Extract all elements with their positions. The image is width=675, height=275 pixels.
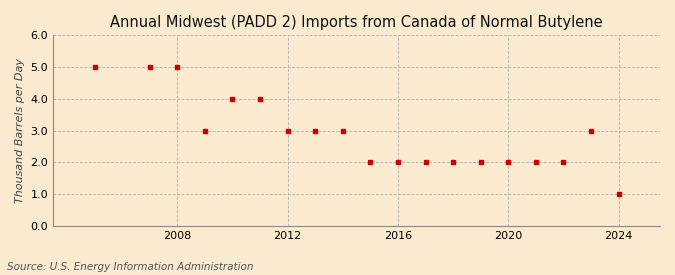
Y-axis label: Thousand Barrels per Day: Thousand Barrels per Day — [15, 58, 25, 203]
Title: Annual Midwest (PADD 2) Imports from Canada of Normal Butylene: Annual Midwest (PADD 2) Imports from Can… — [110, 15, 603, 30]
Text: Source: U.S. Energy Information Administration: Source: U.S. Energy Information Administ… — [7, 262, 253, 272]
